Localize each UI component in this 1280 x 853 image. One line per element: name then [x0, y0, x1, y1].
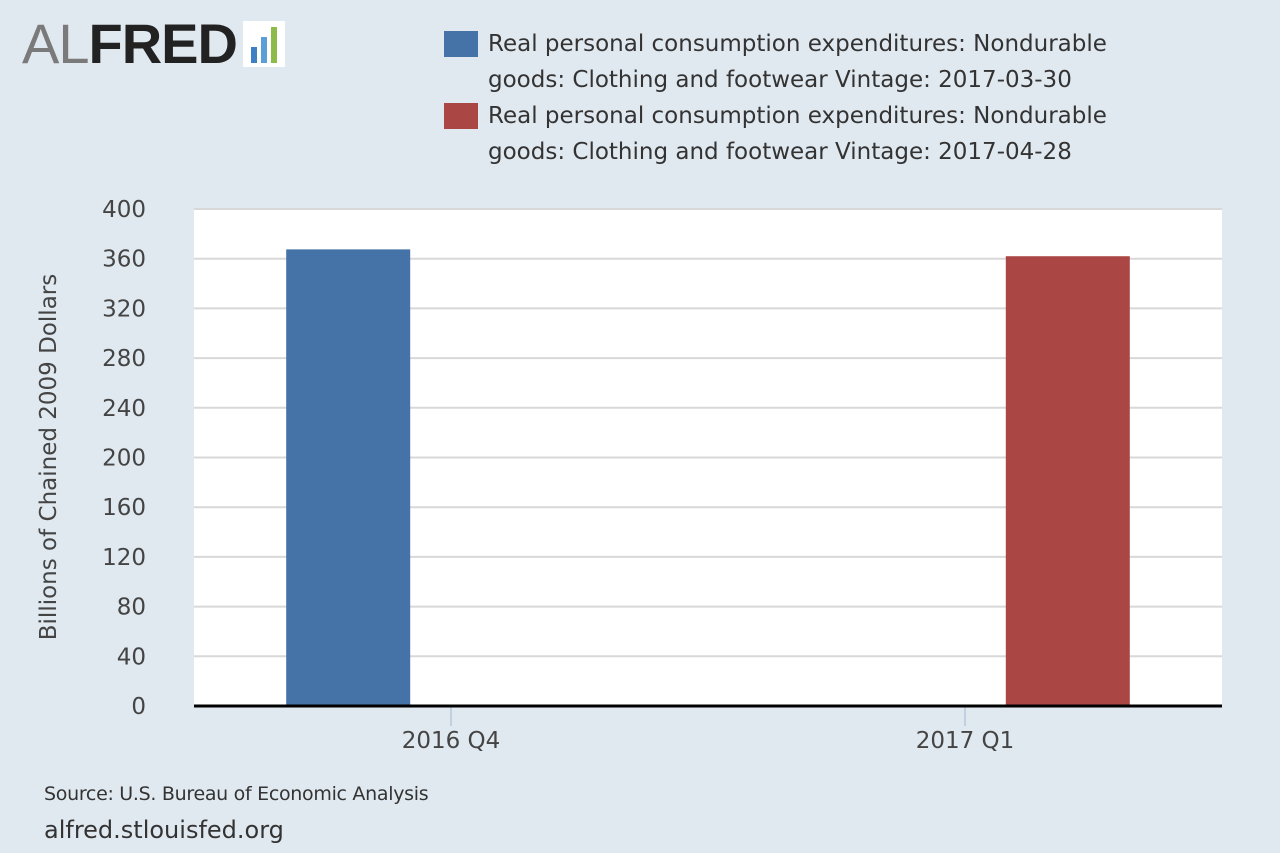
- site-url[interactable]: alfred.stlouisfed.org: [44, 816, 284, 844]
- y-tick-label: 80: [117, 595, 146, 621]
- y-tick-label: 200: [102, 446, 146, 472]
- legend-swatch: [444, 31, 478, 57]
- legend-swatch: [444, 103, 478, 129]
- y-tick-label: 360: [102, 247, 146, 273]
- x-tick-label: 2017 Q1: [916, 728, 1015, 754]
- bar[interactable]: [286, 249, 411, 706]
- logo-text-al: AL: [22, 12, 89, 75]
- alfred-logo: AL FRED: [22, 16, 285, 72]
- legend-label: Real personal consumption expenditures: …: [488, 103, 1107, 165]
- y-tick-label: 160: [102, 495, 146, 521]
- y-tick-label: 240: [102, 396, 146, 422]
- legend-item[interactable]: Real personal consumption expenditures: …: [444, 26, 1204, 98]
- legend-item[interactable]: Real personal consumption expenditures: …: [444, 98, 1204, 170]
- bar[interactable]: [1005, 256, 1130, 706]
- x-tick-label: 2016 Q4: [402, 728, 501, 754]
- legend-label: Real personal consumption expenditures: …: [488, 31, 1107, 93]
- y-tick-label: 320: [102, 296, 146, 322]
- y-tick-label: 0: [131, 694, 146, 720]
- y-tick-label: 400: [102, 197, 146, 223]
- bar-chart: 0 40 80 120 160 200 240 280 320 360 400 2016 Q4 201…: [36, 197, 1222, 754]
- y-axis-title: Billions of Chained 2009 Dollars: [36, 274, 62, 640]
- source-note: Source: U.S. Bureau of Economic Analysis: [44, 783, 429, 805]
- y-tick-label: 280: [102, 346, 146, 372]
- chart-legend: Real personal consumption expenditures: …: [444, 26, 1204, 170]
- logo-text-fred: FRED: [88, 12, 238, 75]
- y-tick-label: 120: [102, 545, 146, 571]
- y-tick-label: 40: [117, 644, 146, 670]
- bar-chart-icon: [242, 21, 285, 67]
